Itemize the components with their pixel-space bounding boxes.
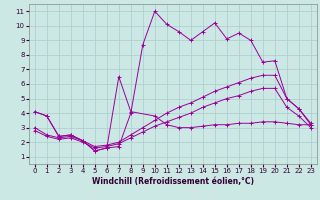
X-axis label: Windchill (Refroidissement éolien,°C): Windchill (Refroidissement éolien,°C): [92, 177, 254, 186]
